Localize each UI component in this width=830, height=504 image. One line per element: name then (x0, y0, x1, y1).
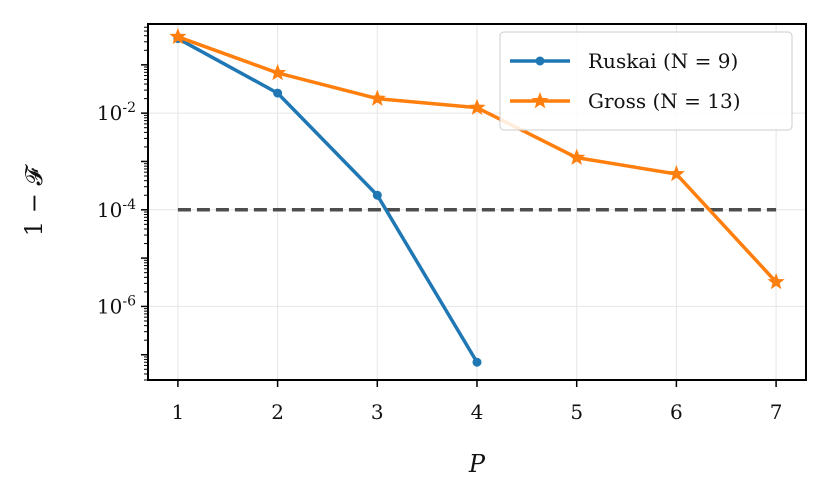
legend-entry: Ruskai (N = 9) (510, 49, 738, 73)
x-tick-label: 2 (271, 400, 284, 424)
y-tick-label: 10-4 (97, 197, 136, 222)
legend: Ruskai (N = 9) Gross (N = 13) (499, 31, 793, 131)
x-tick-label: 1 (172, 400, 185, 424)
series-line (177, 37, 479, 364)
x-axis: 1 2 3 4 5 6 7 (172, 380, 783, 424)
x-tick-label: 7 (770, 400, 783, 424)
data-point (667, 165, 685, 182)
legend-label: Ruskai (N = 9) (588, 49, 738, 73)
data-point (468, 98, 486, 115)
data-point (568, 148, 586, 165)
series-2 (169, 27, 785, 290)
data-point (767, 273, 785, 290)
legend-entry: Gross (N = 13) (510, 89, 741, 113)
data-point (269, 63, 287, 81)
data-point (169, 27, 187, 45)
x-tick-label: 4 (471, 400, 484, 424)
data-point (273, 88, 283, 98)
x-tick-label: 3 (371, 400, 384, 424)
data-point (372, 190, 382, 200)
legend-marker (535, 56, 545, 66)
y-axis: 10-2 10-4 10-6 (97, 26, 148, 381)
x-tick-label: 6 (670, 400, 683, 424)
legend-marker (531, 92, 549, 109)
x-tick-label: 5 (570, 400, 583, 424)
data-point (368, 89, 386, 106)
y-tick-label: 10-2 (97, 100, 136, 125)
legend-box (499, 31, 793, 131)
series-layer (169, 27, 785, 367)
legend-label: Gross (N = 13) (588, 89, 741, 113)
data-point (472, 357, 482, 367)
x-axis-label: P (468, 450, 486, 478)
series-1 (173, 34, 482, 367)
y-axis-label: 1 − 𝓕 (20, 164, 48, 237)
y-tick-label: 10-6 (97, 293, 136, 318)
